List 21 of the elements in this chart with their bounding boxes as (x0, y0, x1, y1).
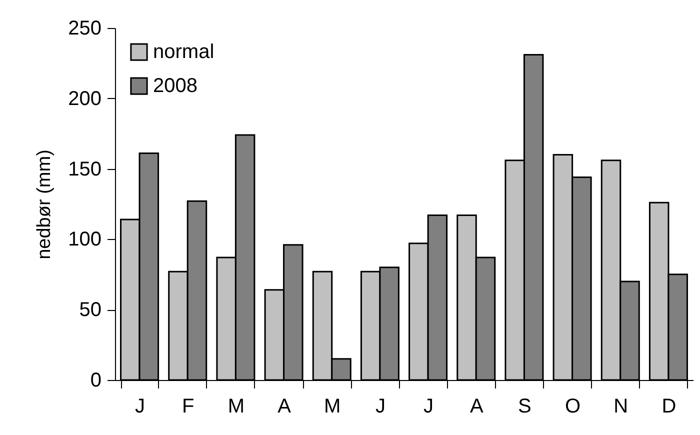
legend-label: 2008 (153, 75, 198, 97)
x-tick-label: F (182, 396, 194, 418)
y-axis-title: nedbør (mm) (34, 150, 56, 260)
y-tick-label: 250 (68, 18, 102, 40)
y-tick-label: 200 (68, 88, 102, 110)
x-tick-label: J (424, 396, 434, 418)
legend-label: normal (153, 41, 214, 63)
x-tick-label: J (375, 396, 386, 418)
x-tick-label: O (565, 396, 581, 418)
y-tick-label: 0 (90, 370, 102, 392)
x-tick-label: M (228, 396, 245, 418)
x-tick-label: A (470, 396, 484, 418)
y-tick-label: 50 (79, 299, 102, 322)
x-tick-label: N (614, 396, 628, 418)
x-tick-label: A (278, 396, 292, 418)
y-tick-label: 150 (68, 158, 102, 180)
y-tick-label: 100 (68, 228, 102, 251)
x-tick-label: D (662, 396, 676, 418)
x-tick-label: J (135, 396, 146, 418)
x-tick-label: M (324, 396, 341, 418)
x-tick-label: S (518, 396, 532, 418)
